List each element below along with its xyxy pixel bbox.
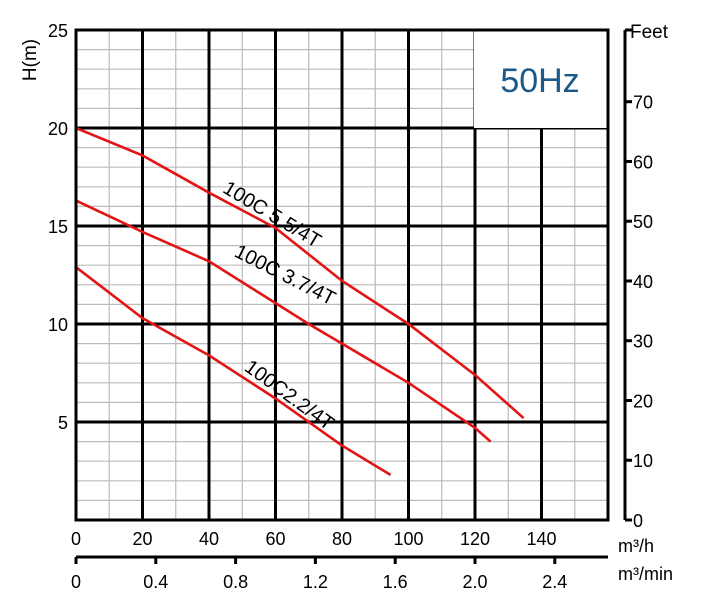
y-tick-label: 15 (48, 217, 68, 237)
series-label: 100C 3.7/4T (231, 241, 339, 311)
y-tick-label: 25 (48, 21, 68, 41)
right-tick-label: 60 (633, 152, 653, 172)
secondary-x-tick-label: 2.0 (462, 572, 487, 592)
curve-1 (75, 199, 492, 443)
x-tick-label: 40 (199, 529, 219, 549)
secondary-x-tick-label: 1.6 (383, 572, 408, 592)
right-axis-label: Feet (630, 22, 669, 43)
right-tick-label: 30 (633, 332, 653, 352)
y-tick-label: 10 (48, 315, 68, 335)
curve-2 (75, 266, 392, 477)
x-tick-label: 0 (71, 529, 81, 549)
curve-0 (75, 126, 525, 420)
title-box (474, 30, 608, 128)
secondary-x-tick-label: 0 (71, 572, 81, 592)
secondary-x-tick-label: 1.2 (303, 572, 328, 592)
x-axis-label: m³/h (618, 536, 654, 556)
right-tick-label: 20 (633, 391, 653, 411)
y-axis-label: H(m) (20, 39, 41, 81)
right-tick-label: 10 (633, 451, 653, 471)
y-tick-label: 20 (48, 119, 68, 139)
right-tick-label: 70 (633, 93, 653, 113)
right-tick-label: 40 (633, 272, 653, 292)
x-tick-label: 60 (265, 529, 285, 549)
x-tick-label: 80 (332, 529, 352, 549)
right-tick-label: 50 (633, 212, 653, 232)
axes: 0 20 40 60 80 100 120 140 5 10 15 20 25 0 10 20 30 40 50 60… (48, 21, 653, 592)
x-tick-label: 20 (132, 529, 152, 549)
secondary-x-tick-label: 0.4 (143, 572, 168, 592)
secondary-x-tick-label: 0.8 (223, 572, 248, 592)
y-tick-label: 5 (58, 413, 68, 433)
x-tick-label: 120 (460, 529, 490, 549)
chart-title: 50Hz (500, 62, 579, 100)
x-axis-secondary-label: m³/min (618, 564, 673, 584)
x-tick-label: 100 (393, 529, 423, 549)
right-tick-label: 0 (633, 511, 643, 531)
secondary-x-tick-label: 2.4 (542, 572, 567, 592)
plot-frame (74, 28, 610, 522)
x-tick-label: 140 (526, 529, 556, 549)
